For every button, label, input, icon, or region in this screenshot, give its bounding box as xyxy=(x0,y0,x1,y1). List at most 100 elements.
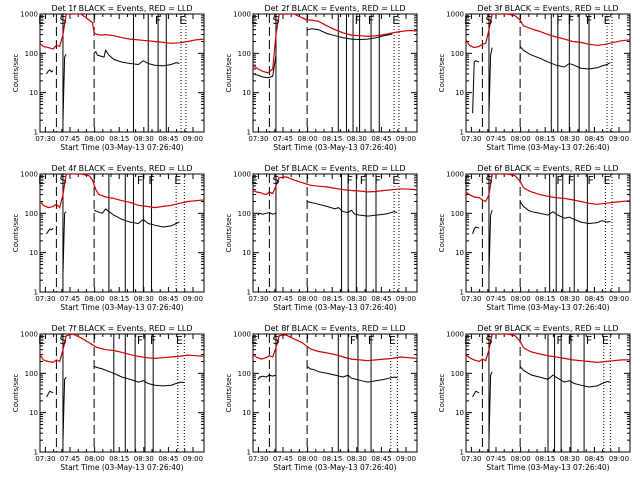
x-axis-label: Start Time (03-May-13 07:26:40) xyxy=(273,143,396,152)
events-series-line xyxy=(488,371,493,441)
flag-marker-F: F xyxy=(155,14,161,27)
x-tick-label: 09:00 xyxy=(183,135,203,143)
plot-frame xyxy=(39,173,205,293)
chart-title: Det 9f BLACK = Events, RED = LLD xyxy=(477,324,618,333)
events-series-line xyxy=(488,210,493,274)
x-tick-label: 07:30 xyxy=(35,135,55,143)
plot-frame xyxy=(465,13,631,133)
events-series-line xyxy=(93,48,180,67)
plot-data xyxy=(40,174,204,292)
x-tick-label: 08:00 xyxy=(511,135,531,143)
x-tick-label: 08:15 xyxy=(109,135,129,143)
plot-data xyxy=(466,334,630,452)
y-tick-label: 10 xyxy=(242,409,251,417)
x-tick-label: 09:00 xyxy=(183,295,203,303)
flag-marker-S: S xyxy=(59,14,66,27)
y-tick-label: 10 xyxy=(455,89,464,97)
x-tick-label: 08:30 xyxy=(347,455,367,463)
plot-data xyxy=(253,334,417,452)
flag-marker-F: F xyxy=(368,334,374,347)
chart-panel-6: Det 6f BLACK = Events, RED = LLD 1 10 100 10… xyxy=(438,164,631,312)
flag-marker-E: E xyxy=(464,14,471,27)
flag-marker-F: F xyxy=(556,334,562,347)
flag-marker-E: E xyxy=(179,14,186,27)
x-tick-label: 08:15 xyxy=(322,135,342,143)
flag-marker-S: S xyxy=(272,334,279,347)
chart-title: Det 1f BLACK = Events, RED = LLD xyxy=(51,4,192,13)
x-tick-label: 08:15 xyxy=(109,295,129,303)
x-tick-label: 09:00 xyxy=(396,455,416,463)
flag-marker-F: F xyxy=(150,334,156,347)
flag-marker-E: E xyxy=(176,334,183,347)
events-series-line xyxy=(93,208,180,228)
x-tick-label: 07:45 xyxy=(273,135,293,143)
flag-marker-F: F xyxy=(374,174,380,187)
y-tick-label: 10 xyxy=(29,409,38,417)
y-tick-label: 10 xyxy=(455,249,464,257)
y-axis-label: Counts/sec xyxy=(438,54,446,93)
y-axis-label: Counts/sec xyxy=(12,54,20,93)
y-tick-label: 100 xyxy=(451,50,464,58)
y-tick-label: 10 xyxy=(29,249,38,257)
lld-series-line xyxy=(40,14,204,50)
plot-data xyxy=(40,334,204,452)
x-tick-label: 08:15 xyxy=(322,455,342,463)
y-tick-label: 1 xyxy=(34,289,38,297)
y-tick-label: 100 xyxy=(451,370,464,378)
y-tick-label: 1000 xyxy=(20,331,38,339)
flag-marker-E: E xyxy=(251,334,258,347)
flag-marker-F: F xyxy=(586,14,592,27)
events-series-line xyxy=(46,69,54,75)
events-series-line xyxy=(488,47,493,114)
x-tick-label: 08:30 xyxy=(347,135,367,143)
x-tick-label: 08:45 xyxy=(371,295,391,303)
x-tick-label: 08:15 xyxy=(109,455,129,463)
plot-frame xyxy=(252,13,418,133)
chart-panel-4: Det 4f BLACK = Events, RED = LLD 1 10 100 10… xyxy=(12,164,205,312)
events-series-line xyxy=(472,60,480,114)
x-tick-label: 09:00 xyxy=(609,455,629,463)
events-series-line xyxy=(306,366,398,383)
x-tick-label: 08:30 xyxy=(134,455,154,463)
x-axis-label: Start Time (03-May-13 07:26:40) xyxy=(273,303,396,312)
y-tick-label: 100 xyxy=(25,210,38,218)
flag-marker-F: F xyxy=(350,334,356,347)
events-series-line xyxy=(519,201,611,225)
chart-panel-2: Det 2f BLACK = Events, RED = LLD 1 10 100 10… xyxy=(225,4,418,152)
lld-series-line xyxy=(40,334,204,364)
x-tick-label: 08:45 xyxy=(584,295,604,303)
y-tick-label: 1000 xyxy=(233,11,251,19)
x-axis-label: Start Time (03-May-13 07:26:40) xyxy=(486,463,609,472)
flag-marker-E: E xyxy=(464,334,471,347)
x-tick-label: 07:30 xyxy=(248,135,268,143)
x-tick-label: 09:00 xyxy=(396,295,416,303)
events-series-line xyxy=(472,390,480,398)
flag-marker-F: F xyxy=(137,174,143,187)
x-tick-label: 07:30 xyxy=(461,295,481,303)
x-tick-label: 08:30 xyxy=(347,295,367,303)
chart-panel-3: Det 3f BLACK = Events, RED = LLD 1 10 100 10… xyxy=(438,4,631,152)
x-tick-label: 08:45 xyxy=(584,455,604,463)
chart-title: Det 2f BLACK = Events, RED = LLD xyxy=(264,4,405,13)
flag-marker-F: F xyxy=(148,174,154,187)
plot-data xyxy=(466,174,630,292)
events-series-line xyxy=(62,376,67,441)
x-tick-label: 08:30 xyxy=(560,295,580,303)
events-series-line xyxy=(93,365,185,387)
y-tick-label: 10 xyxy=(455,409,464,417)
plot-frame xyxy=(465,173,631,293)
flag-marker-E: E xyxy=(251,174,258,187)
plot-frame xyxy=(39,333,205,453)
x-tick-label: 08:45 xyxy=(158,295,178,303)
flag-marker-S: S xyxy=(272,14,279,27)
flag-marker-F: F xyxy=(360,174,366,187)
events-series-line xyxy=(257,211,277,216)
y-tick-label: 10 xyxy=(242,89,251,97)
x-tick-label: 08:45 xyxy=(584,135,604,143)
plot-data xyxy=(253,174,417,292)
flag-marker-F: F xyxy=(137,334,143,347)
lld-series-line xyxy=(253,334,417,362)
x-tick-label: 08:45 xyxy=(158,455,178,463)
flag-marker-E: E xyxy=(604,174,611,187)
